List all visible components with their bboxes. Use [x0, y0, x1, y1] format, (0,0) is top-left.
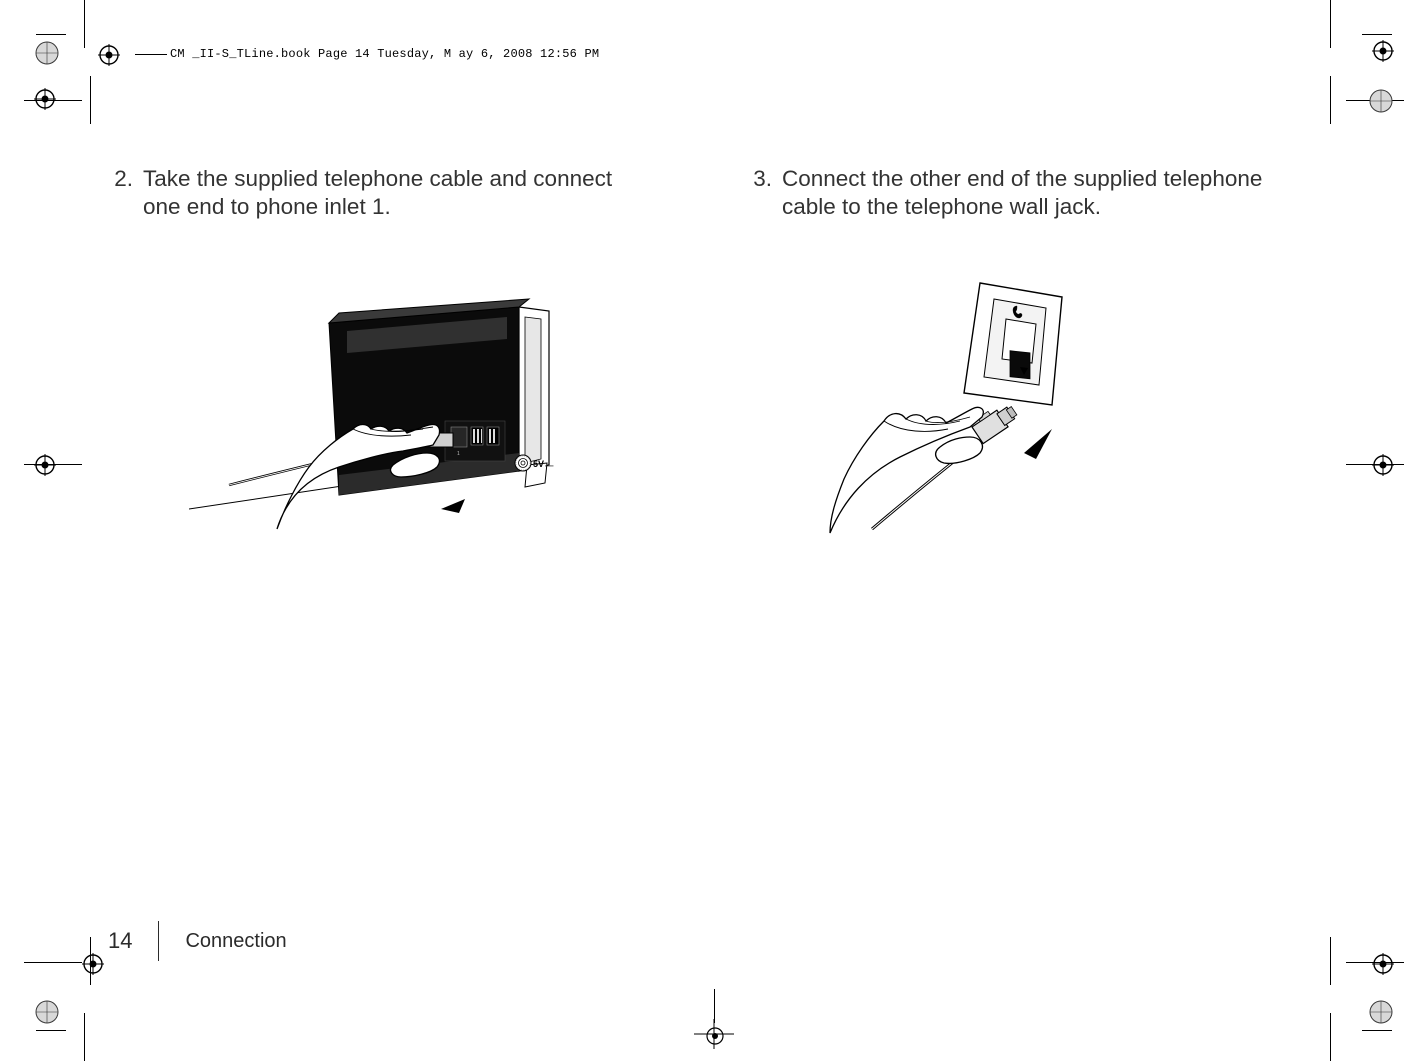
arrow-icon [1024, 429, 1052, 459]
crop-mark [1346, 962, 1404, 963]
crop-mark [24, 962, 82, 963]
section-title: Connection [185, 930, 286, 953]
page-footer: 14 Connection [108, 926, 287, 956]
footer-divider [158, 921, 159, 961]
registration-mark-icon [34, 454, 56, 476]
crop-mark [90, 76, 91, 124]
arrow-icon [441, 499, 465, 513]
crop-mark [36, 34, 66, 35]
registration-mark-icon [1368, 88, 1394, 114]
crop-mark [1330, 0, 1331, 48]
step-3-column: 3. Connect the other end of the supplied… [748, 165, 1287, 537]
step-2: 2. Take the supplied telephone cable and… [109, 165, 648, 221]
illustration-wall-jack [784, 277, 1164, 537]
instruction-columns: 2. Take the supplied telephone cable and… [109, 165, 1287, 537]
registration-mark-icon [98, 44, 120, 66]
registration-mark-icon [1372, 953, 1394, 975]
step-number: 2. [109, 165, 133, 221]
illustration-base-station: 1 5V [189, 277, 569, 537]
crop-mark [84, 0, 85, 48]
dc-jack-label: 5V [533, 459, 544, 469]
crop-mark [1330, 76, 1331, 124]
crop-mark [84, 1013, 85, 1061]
registration-mark-icon [1372, 40, 1394, 62]
crop-mark [714, 989, 715, 1023]
step-text: Take the supplied telephone cable and co… [143, 165, 648, 221]
step-2-column: 2. Take the supplied telephone cable and… [109, 165, 648, 537]
instruction-content: 2. Take the supplied telephone cable and… [109, 165, 1287, 537]
registration-mark-icon [1368, 999, 1394, 1025]
step-number: 3. [748, 165, 772, 221]
page-number: 14 [108, 928, 158, 954]
registration-mark-icon [34, 999, 60, 1025]
crop-mark [36, 1030, 66, 1031]
svg-text:═══: ═══ [544, 463, 554, 468]
crop-mark [1362, 1030, 1392, 1031]
step-3: 3. Connect the other end of the supplied… [748, 165, 1287, 221]
registration-mark-icon [1372, 454, 1394, 476]
step-text: Connect the other end of the supplied te… [782, 165, 1287, 221]
page-build-stamp: CM _II-S_TLine.book Page 14 Tuesday, M a… [167, 47, 602, 61]
registration-mark-icon [82, 953, 104, 975]
svg-text:1: 1 [457, 451, 460, 457]
crop-mark [1330, 1013, 1331, 1061]
registration-mark-icon [704, 1025, 726, 1047]
crop-mark [1362, 34, 1392, 35]
crop-mark [1330, 937, 1331, 985]
crop-mark [90, 937, 91, 985]
registration-mark-icon [34, 40, 60, 66]
registration-mark-icon [34, 88, 56, 110]
